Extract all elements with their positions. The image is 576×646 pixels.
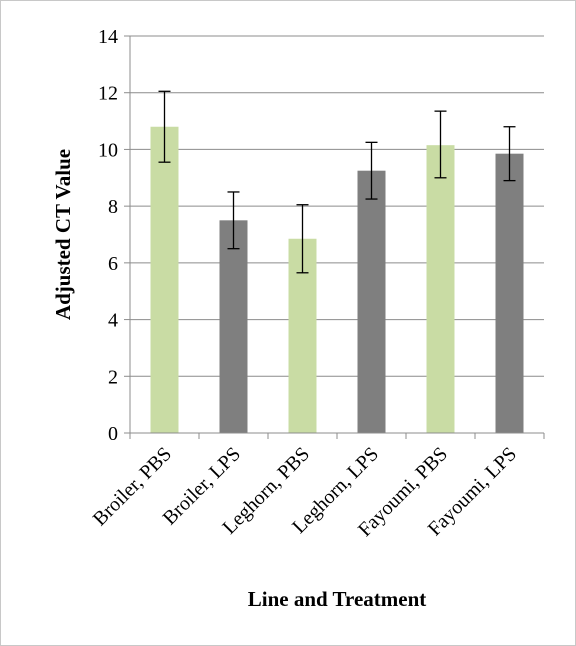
y-tick-label: 10 (98, 139, 118, 161)
bar (495, 153, 524, 434)
bar (150, 126, 179, 433)
y-tick-label: 4 (108, 310, 118, 332)
y-tick-label: 6 (108, 253, 118, 275)
y-tick-label: 12 (98, 83, 118, 105)
bar (357, 170, 386, 434)
x-axis-title: Line and Treatment (248, 587, 427, 611)
gridlines (130, 35, 544, 377)
bar (426, 145, 455, 434)
y-tick-label: 0 (108, 423, 118, 445)
error-bars (158, 90, 516, 274)
bar (219, 220, 248, 433)
axes (124, 35, 545, 439)
y-axis-title: Adjusted CT Value (51, 149, 75, 320)
y-tick-label: 8 (108, 196, 118, 218)
y-tick-label: 14 (98, 26, 118, 48)
bars (150, 126, 524, 434)
y-tick-label: 2 (108, 366, 118, 388)
